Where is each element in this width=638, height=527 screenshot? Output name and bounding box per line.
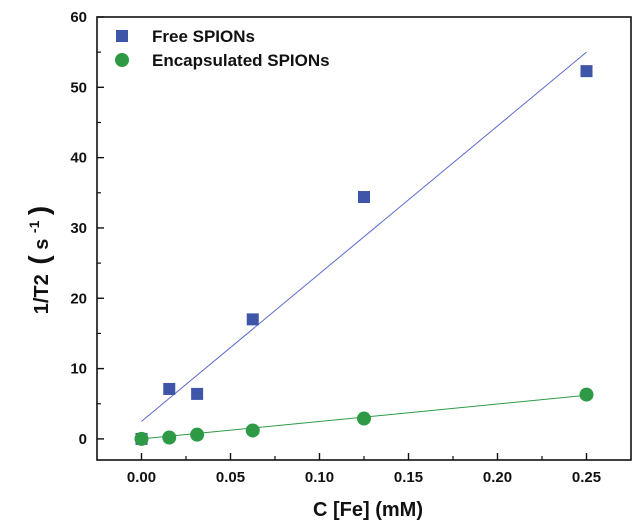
y-axis-unit-close-paren: ) [23, 206, 54, 215]
data-point-series-1 [163, 382, 176, 395]
x-tick-label: 0.05 [216, 469, 245, 486]
y-axis-unit-base: s [31, 239, 53, 250]
y-tick-label: 10 [70, 361, 87, 378]
data-point-series-2 [162, 430, 177, 445]
y-axis-unit-exponent: -1 [26, 220, 42, 233]
x-tick-label: 0.20 [483, 469, 512, 486]
legend-label-series-2: Encapsulated SPIONs [152, 51, 330, 70]
y-tick-label: 20 [70, 290, 87, 307]
data-point-series-2 [579, 387, 594, 402]
plot-frame [96, 16, 632, 461]
data-point-series-2 [245, 423, 260, 438]
y-tick-label: 40 [70, 150, 87, 167]
x-axis-title: C [Fe] (mM) [313, 499, 423, 521]
y-axis-title-group: 1/T2 ( s -1 ) [22, 206, 54, 315]
y-tick-label: 60 [70, 9, 87, 26]
x-tick-label: 0.00 [127, 469, 156, 486]
y-axis-unit-open-paren: ( [23, 255, 54, 265]
y-axis-title: 1/T2 ( s -1 ) [22, 206, 54, 315]
data-point-series-2 [190, 427, 205, 442]
data-markers [134, 65, 594, 446]
data-point-series-1 [580, 65, 593, 78]
y-tick-label: 30 [70, 220, 87, 237]
legend-marker-series-2 [115, 53, 129, 67]
y-tick-label: 50 [70, 79, 87, 96]
y-axis-title-main: 1/T2 [31, 274, 53, 314]
data-point-series-2 [357, 411, 371, 426]
x-tick-label: 0.25 [572, 469, 601, 486]
data-point-series-2 [134, 431, 149, 446]
x-tick-label: 0.10 [305, 469, 334, 486]
data-point-series-1 [246, 313, 259, 326]
fit-lines [141, 51, 587, 440]
data-point-series-1 [358, 191, 370, 204]
legend-label-series-1: Free SPIONs [152, 27, 255, 46]
x-tick-label: 0.15 [394, 469, 423, 486]
axes: 0.00 0.05 0.10 0.15 0.20 0.25 0 10 20 30 40 50 60 [70, 9, 632, 486]
legend: Free SPIONs Encapsulated SPIONs [115, 27, 330, 70]
y-tick-label: 0 [79, 431, 87, 448]
fit-line-series-1 [141, 51, 587, 422]
data-point-series-1 [191, 387, 204, 400]
legend-marker-series-1 [116, 30, 128, 42]
